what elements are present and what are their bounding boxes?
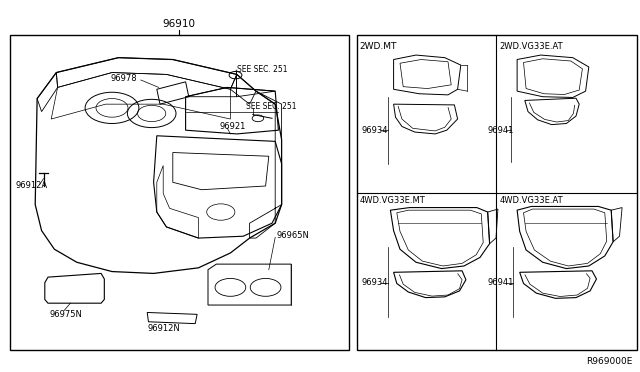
Text: 4WD.VG33E.MT: 4WD.VG33E.MT [360,196,426,205]
Text: 96912N: 96912N [147,324,180,333]
Text: 2WD.VG33E.AT: 2WD.VG33E.AT [499,42,563,51]
Text: 96910: 96910 [163,19,196,29]
Text: 4WD.VG33E.AT: 4WD.VG33E.AT [499,196,563,205]
Text: SEE SEC. 251: SEE SEC. 251 [246,102,297,111]
Text: 96912A: 96912A [16,182,48,190]
Text: 96941: 96941 [488,278,514,287]
Text: 96941: 96941 [488,126,514,135]
Text: 96978: 96978 [110,74,137,83]
Text: R969000E: R969000E [586,357,632,366]
Text: 96965N: 96965N [276,231,309,240]
Text: 96975N: 96975N [50,310,83,319]
Text: SEE SEC. 251: SEE SEC. 251 [237,65,287,74]
Bar [357,35,637,350]
Text: 2WD.MT: 2WD.MT [360,42,397,51]
Text: 96934: 96934 [362,278,388,287]
Text: 96934: 96934 [362,126,388,135]
Text: 96921: 96921 [220,122,246,131]
Bar [10,35,349,350]
